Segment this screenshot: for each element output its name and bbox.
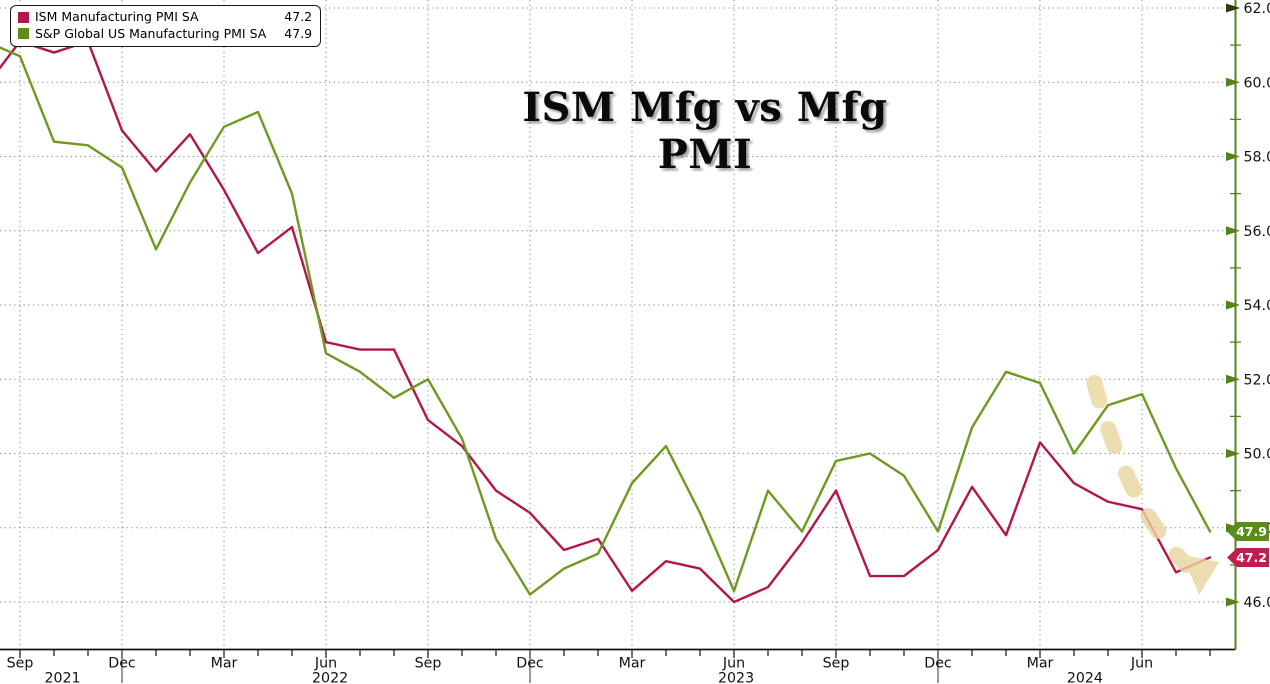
x-tick-label: Mar (1027, 656, 1054, 672)
year-label: 2021 (44, 671, 80, 684)
arrow-shaft (1086, 374, 1195, 573)
badge-shape (1227, 547, 1269, 567)
y-tick-label: 50.0 (1244, 447, 1270, 463)
y-tick-label: 58.0 (1244, 150, 1270, 166)
last-value-badge-ism: 47.2 (1227, 547, 1269, 567)
y-major-tick-arrow-icon (1226, 597, 1240, 607)
legend-label-ism: ISM Manufacturing PMI SA (35, 9, 199, 24)
y-major-tick-arrow-icon (1226, 226, 1240, 236)
spglobal-series-swatch-icon (18, 28, 29, 40)
year-label: 2024 (1067, 671, 1103, 684)
x-tick-label: Sep (823, 656, 850, 672)
last-value-badge-spglobal: 47.9 (1227, 521, 1269, 541)
x-tick-label: Jun (314, 656, 337, 672)
legend-value-spglobal: 47.9 (284, 25, 313, 41)
y-tick-label: 46.0 (1244, 595, 1270, 611)
x-tick-label: Jun (722, 656, 745, 672)
legend: ISM Manufacturing PMI SA 47.2 S&P Global… (10, 5, 322, 47)
x-tick-label: Mar (619, 656, 646, 672)
gridlines (0, 0, 1233, 649)
year-label: 2022 (312, 671, 348, 684)
y-major-tick-arrow-icon (1226, 449, 1240, 458)
y-major-tick-arrow-icon (1226, 77, 1240, 87)
y-major-tick-arrow-icon (1226, 152, 1240, 161)
y-tick-label: 52.0 (1244, 372, 1270, 388)
badge-value: 47.9 (1236, 524, 1267, 539)
y-tick-label: 60.0 (1244, 75, 1270, 91)
legend-item-spglobal[interactable]: S&P Global US Manufacturing PMI SA 47.9 (18, 26, 312, 43)
spglobal-line (0, 46, 1212, 596)
y-tick-label: 54.0 (1244, 298, 1270, 314)
legend-label-spglobal: S&P Global US Manufacturing PMI SA (35, 25, 267, 41)
x-axis: Sep Dec Mar Jun Sep Dec Mar Jun Sep Dec Mar Jun2021… (0, 648, 1236, 684)
y-major-tick-arrow-icon (1226, 3, 1240, 13)
y-axis: 46.048.050.052.054.056.058.060.062.0 (1226, 0, 1270, 650)
badge-value: 47.2 (1236, 550, 1267, 565)
y-tick-label: 62.0 (1244, 1, 1270, 17)
badge-shape (1227, 521, 1269, 541)
legend-item-ism[interactable]: ISM Manufacturing PMI SA 47.2 (18, 9, 312, 26)
y-major-tick-arrow-icon (1226, 300, 1240, 310)
arrow-head (1182, 554, 1220, 595)
y-major-tick-arrow-icon (1226, 374, 1240, 384)
year-label: 2023 (718, 671, 754, 684)
x-tick-label: Sep (415, 656, 442, 672)
downtrend-arrow-icon (1086, 374, 1220, 595)
ism-series-swatch-icon (18, 11, 29, 23)
x-tick-label: Mar (211, 656, 238, 672)
y-tick-label: 56.0 (1244, 224, 1270, 240)
x-tick-label: Sep (7, 656, 34, 672)
x-tick-label: Jun (1130, 656, 1153, 672)
ism-line (0, 40, 1212, 604)
legend-value-ism: 47.2 (284, 9, 313, 24)
